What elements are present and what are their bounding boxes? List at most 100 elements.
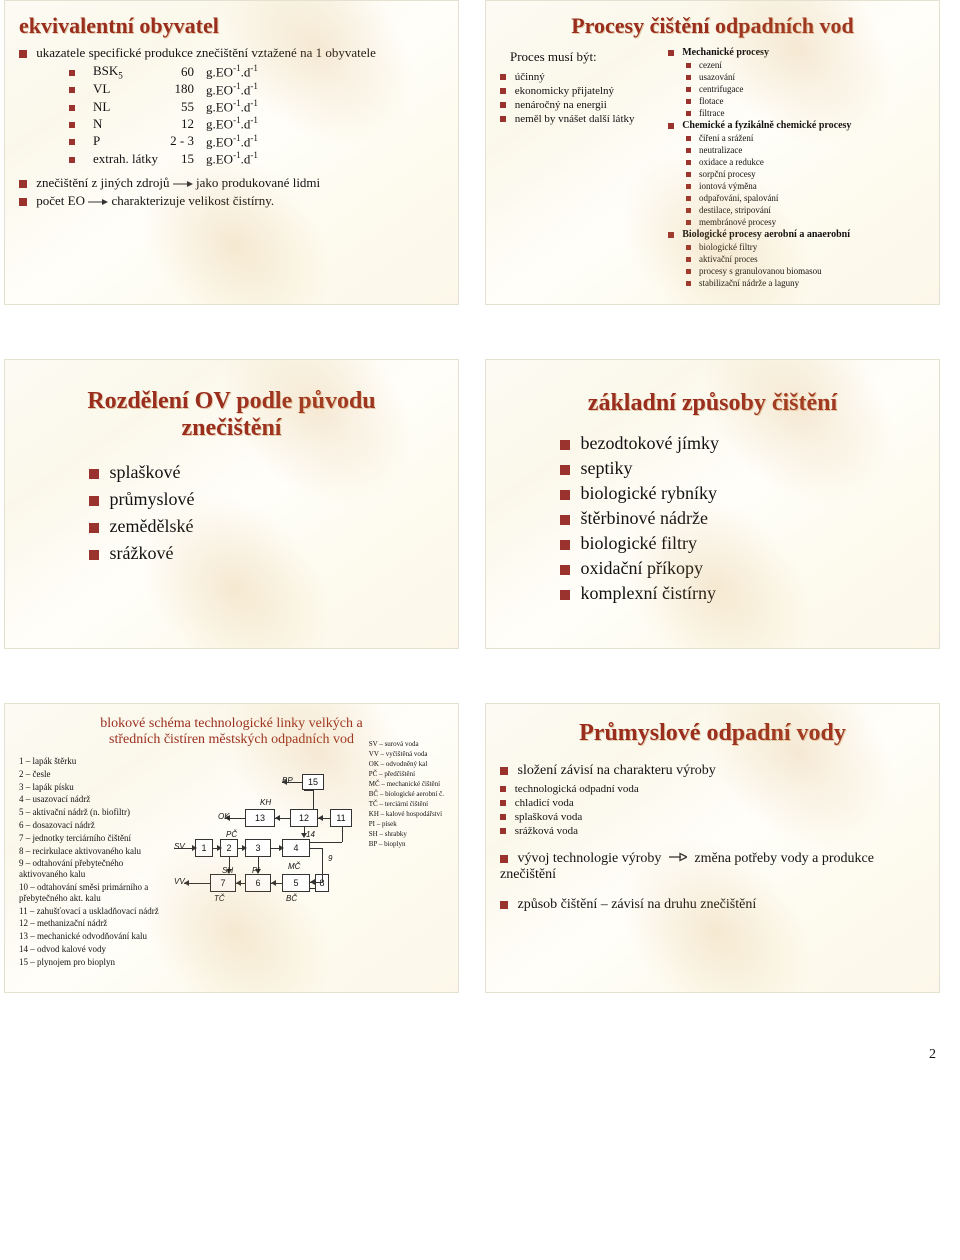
list-item: splaškové xyxy=(89,462,444,483)
diagram-label: MČ xyxy=(288,862,300,871)
bullet-icon xyxy=(500,814,506,820)
slide1-table: BSK560g.EO-1.d-1VL180g.EO-1.d-1NL55g.EO-… xyxy=(63,63,264,167)
diagram-box-3: 3 xyxy=(245,839,271,857)
bullet-icon xyxy=(89,523,99,533)
slide-blokove-schema: blokové schéma technologické linky velký… xyxy=(4,703,459,993)
bullet-icon xyxy=(668,232,674,238)
list-item: komplexní čistírny xyxy=(560,583,925,604)
bullet-icon xyxy=(69,122,75,128)
bullet-icon xyxy=(686,208,691,213)
bullet-icon xyxy=(686,99,691,104)
arrow-right-icon xyxy=(88,198,108,206)
bullet-icon xyxy=(69,139,75,145)
bullet-icon xyxy=(560,490,570,500)
list-item: destilace, stripování xyxy=(686,205,925,215)
list-item: neutralizace xyxy=(686,145,925,155)
diagram-label: KH xyxy=(260,798,271,807)
legend-item: 4 – usazovací nádrž xyxy=(19,794,164,805)
diagram-label: PI xyxy=(252,866,260,875)
slide1-line2: počet EO charakterizuje velikost čistírn… xyxy=(19,193,444,209)
list-item: biologické filtry xyxy=(686,242,925,252)
diagram-box-13: 13 xyxy=(245,809,275,827)
slide2-left: Proces musí být: účinný ekonomicky přija… xyxy=(500,45,658,290)
bullet-icon xyxy=(500,102,506,108)
slide2-cols: Proces musí být: účinný ekonomicky přija… xyxy=(500,45,925,290)
slide5-right-area: SV – surová vodaVV – vyčištěná vodaOK – … xyxy=(170,754,444,970)
bullet-icon xyxy=(560,465,570,475)
bullet-icon xyxy=(686,220,691,225)
diagram-label: SH xyxy=(222,866,233,875)
bullet-icon xyxy=(686,148,691,153)
slide-procesy-cisteni: Procesy čištění odpadních vod Proces mus… xyxy=(485,0,940,305)
list-item: Mechanické procesy xyxy=(668,47,925,58)
list-item: zemědělské xyxy=(89,516,444,537)
slide1-line1b: jako produkované lidmi xyxy=(196,175,320,190)
legend-item: 5 – aktivační nádrž (n. biofiltr) xyxy=(19,807,164,818)
list-item: usazování xyxy=(686,72,925,82)
legend-item: SV – surová voda xyxy=(369,740,444,748)
diagram-label: BČ xyxy=(286,894,297,903)
diagram-box-4: 4 xyxy=(282,839,310,857)
legend-item: 14 – odvod kalové vody xyxy=(19,944,164,955)
bullet-icon xyxy=(560,440,570,450)
list-item: technologická odpadní voda xyxy=(500,783,925,795)
list-item: membránové procesy xyxy=(686,217,925,227)
bullet-icon xyxy=(69,87,75,93)
bullet-icon xyxy=(500,828,506,834)
bullet-icon xyxy=(686,281,691,286)
bullet-icon xyxy=(686,136,691,141)
page-number: 2 xyxy=(4,1047,956,1063)
list-item: aktivační proces xyxy=(686,254,925,264)
param-label: NL xyxy=(87,98,164,115)
table-row: P2 - 3g.EO-1.d-1 xyxy=(63,133,264,150)
slide5-body: 1 – lapák štěrku2 – česle3 – lapák písku… xyxy=(19,754,444,970)
slide-prumyslove-ov: Průmyslové odpadní vody složení závisí n… xyxy=(485,703,940,993)
slide-rozdeleni-ov: Rozdělení OV podle původu znečištění spl… xyxy=(4,359,459,649)
list-item: ekonomicky přijatelný xyxy=(500,85,658,97)
slide5-title1: blokové schéma technologické linky velký… xyxy=(19,716,444,732)
diagram-box-5: 5 xyxy=(282,874,310,892)
slide1-line1a: znečištění z jiných zdrojů xyxy=(36,175,169,190)
diagram-box-15: 15 xyxy=(302,774,324,790)
list-item: čiření a srážení xyxy=(686,133,925,143)
legend-item: 3 – lapák písku xyxy=(19,782,164,793)
bullet-icon xyxy=(69,157,75,163)
slide6-i3-text: způsob čištění – závisí na druhu znečišt… xyxy=(518,897,757,912)
diagram-label: SV xyxy=(174,842,185,851)
diagram-label: OK xyxy=(218,812,230,821)
diagram-label: PČ xyxy=(226,830,237,839)
list-item: sorpční procesy xyxy=(686,169,925,179)
row-2: Rozdělení OV podle původu znečištění spl… xyxy=(4,359,956,649)
bullet-icon xyxy=(500,767,508,775)
bullet-icon xyxy=(686,184,691,189)
slide1-line2a: počet EO xyxy=(36,193,85,208)
bullet-icon xyxy=(686,245,691,250)
slide1-intro-text: ukazatele specifické produkce znečištění… xyxy=(36,45,376,60)
diagram-label: TČ xyxy=(214,894,225,903)
list-item: štěrbinové nádrže xyxy=(560,508,925,529)
list-item: procesy s granulovanou biomasou xyxy=(686,266,925,276)
slide1-title: ekvivalentní obyvatel xyxy=(19,13,444,39)
bullet-icon xyxy=(560,540,570,550)
bullet-icon xyxy=(686,160,691,165)
bullet-icon xyxy=(668,123,674,129)
slide1-intro: ukazatele specifické produkce znečištění… xyxy=(19,45,444,61)
slide4-list: bezodtokové jímky septiky biologické ryb… xyxy=(500,433,925,604)
slide1-line2b: charakterizuje velikost čistírny. xyxy=(111,193,274,208)
slide6-i2a: vývoj technologie výroby xyxy=(518,851,662,866)
param-value: 2 - 3 xyxy=(164,133,200,150)
slide2-right-list: Mechanické procesy cezení usazování cent… xyxy=(668,47,925,288)
slide5-legend-left: 1 – lapák štěrku2 – česle3 – lapák písku… xyxy=(19,754,164,970)
slide4-title: základní způsoby čištění xyxy=(500,390,925,417)
bullet-icon xyxy=(69,105,75,111)
slide1-line1: znečištění z jiných zdrojů jako produkov… xyxy=(19,175,444,191)
bullet-icon xyxy=(686,257,691,262)
param-value: 12 xyxy=(164,115,200,132)
list-item: Biologické procesy aerobní a anaerobní xyxy=(668,229,925,240)
param-label: P xyxy=(87,133,164,150)
bullet-icon xyxy=(89,469,99,479)
slide2-right: Mechanické procesy cezení usazování cent… xyxy=(668,45,925,290)
legend-item: 1 – lapák štěrku xyxy=(19,756,164,767)
bullet-icon xyxy=(19,198,27,206)
legend-item: 11 – zahušťovací a uskladňovací nádrž xyxy=(19,906,164,917)
